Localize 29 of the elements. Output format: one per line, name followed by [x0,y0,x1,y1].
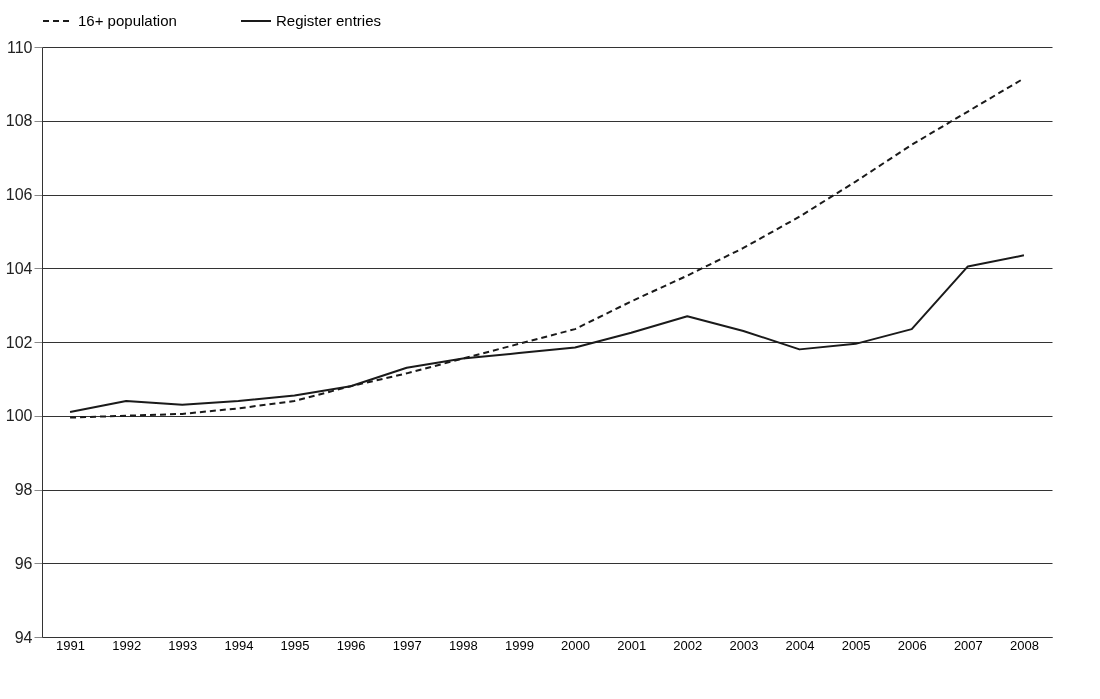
x-tick-label: 1999 [504,637,534,653]
x-tick-label: 1997 [392,637,422,653]
y-tick-label: 102 [5,333,33,351]
x-tick-label: 2006 [897,637,927,653]
legend-label: 16+ population [78,12,177,29]
x-tick-label: 1995 [280,637,310,653]
y-tick-label: 98 [14,481,33,498]
x-tick-label: 1998 [448,637,478,653]
x-tick-label: 2004 [785,637,815,653]
y-tick-label: 94 [14,628,33,646]
y-tick-label: 108 [5,112,33,130]
y-tick-label: 106 [5,186,33,203]
x-tick-label: 2005 [841,637,871,653]
y-tick-label: 100 [5,407,33,425]
x-tick-label: 1996 [336,637,366,653]
x-tick-label: 2002 [673,637,703,653]
x-tick-label: 2001 [617,637,647,653]
x-tick-label: 2007 [953,637,983,653]
x-tick-label: 1991 [56,637,86,653]
legend-label: Register entries [276,12,382,29]
x-tick-label: 2003 [729,637,759,653]
x-tick-label: 1992 [112,637,142,653]
y-tick-label: 96 [14,554,33,572]
x-tick-label: 1993 [168,637,198,653]
x-tick-label: 2000 [561,637,591,653]
y-tick-label: 104 [5,259,33,277]
x-tick-label: 2008 [1009,637,1039,653]
x-tick-label: 1994 [224,637,254,653]
y-tick-label: 110 [6,38,33,56]
